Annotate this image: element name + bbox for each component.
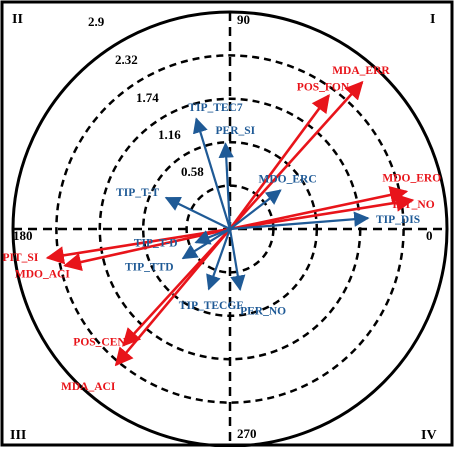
- vector-mdo-ero: [229, 186, 409, 231]
- vector-label: POS_CEN: [73, 336, 126, 348]
- vector-label: TIP_TTD: [125, 261, 174, 273]
- quadrant-label-II: II: [12, 12, 23, 27]
- quadrant-label-I: I: [430, 12, 435, 27]
- vector-label: TIP_DIS: [376, 214, 420, 226]
- radial-tick-label: 0.58: [181, 164, 204, 179]
- vector-tip-t-d: [194, 227, 231, 245]
- vector-tip-ttd: [181, 228, 231, 260]
- vector-tip-dis: [229, 211, 370, 231]
- vector-per-si: [218, 142, 234, 230]
- vector-label: PER_NO: [240, 306, 286, 318]
- vector-label: MDA_ACI: [61, 381, 116, 393]
- radial-tick-label: 2.9: [88, 14, 105, 29]
- vector-mdo-erc: [229, 189, 282, 230]
- vector-tip-tec7: [192, 117, 232, 230]
- angle-label-180: 180: [13, 228, 33, 243]
- angle-label-270: 270: [237, 426, 257, 441]
- vector-tip-t-t: [164, 196, 231, 230]
- vector-label: TIP_TECGF: [179, 300, 244, 312]
- vector-pos-fon: [228, 94, 330, 230]
- radial-tick-label: 1.74: [136, 90, 159, 105]
- vector-label: TIP_TEC7: [188, 102, 243, 114]
- vector-label: PIT_NO: [393, 199, 435, 211]
- vector-label: MDO_ERC: [259, 173, 317, 185]
- vector-mda-err: [229, 80, 364, 230]
- vector-label: MDA_ERR: [332, 65, 390, 77]
- vector-per-no: [228, 228, 246, 292]
- vector-label: POS_FON: [297, 82, 350, 94]
- radial-tick-label: 1.16: [158, 127, 181, 142]
- angle-label-0: 0: [426, 228, 433, 243]
- vector-label: MDO_ACI: [15, 269, 70, 281]
- vector-label: PIT_SI: [3, 252, 39, 264]
- quadrant-label-IV: IV: [421, 428, 437, 443]
- vector-label: TIP_T-D: [134, 237, 178, 249]
- vector-tip-tecgf: [206, 228, 232, 291]
- angle-label-90: 90: [237, 12, 250, 27]
- radial-tick-labels: 2.9 2.32 1.74 1.16 0.58: [88, 14, 204, 179]
- vector-label: PER_SI: [216, 125, 256, 137]
- vector-mda-aci: [114, 228, 231, 367]
- vectors: MDA_ERR POS_FON MDO_ERO PIT_NO PIT_SI MDO_ACI…: [3, 65, 442, 393]
- vector-label: TIP_T-T: [116, 187, 159, 199]
- quadrant-label-III: III: [10, 428, 26, 443]
- vector-pit-no: [229, 193, 415, 231]
- vector-label: MDO_ERO: [382, 173, 441, 185]
- radial-tick-label: 2.32: [115, 52, 138, 67]
